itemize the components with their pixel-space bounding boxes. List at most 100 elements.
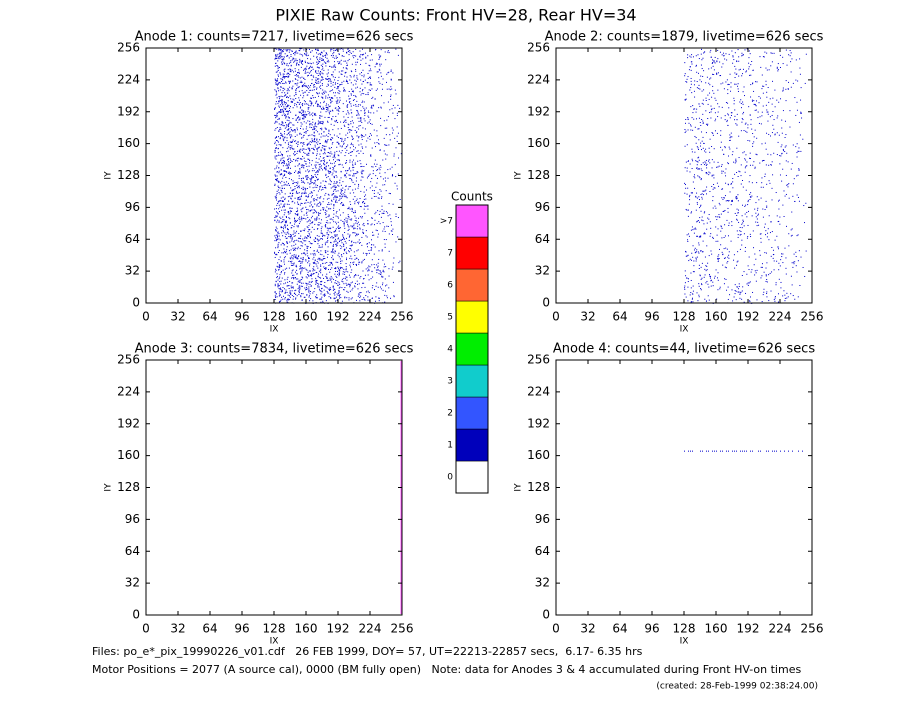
count-pixel: [336, 244, 337, 245]
count-pixel: [394, 153, 395, 154]
count-pixel: [326, 111, 327, 112]
count-pixel: [335, 301, 336, 302]
count-pixel: [395, 49, 396, 50]
count-pixel: [324, 55, 325, 56]
count-pixel: [308, 107, 309, 108]
count-pixel: [746, 165, 747, 166]
count-pixel: [684, 289, 685, 290]
count-pixel: [297, 248, 298, 249]
count-pixel: [733, 56, 734, 57]
count-pixel: [334, 289, 335, 290]
count-pixel: [288, 123, 289, 124]
count-pixel: [278, 56, 279, 57]
count-pixel: [305, 71, 306, 72]
count-pixel: [319, 189, 320, 190]
count-pixel: [290, 238, 291, 239]
count-pixel: [327, 109, 328, 110]
count-pixel: [315, 166, 316, 167]
count-pixel: [707, 218, 708, 219]
count-pixel: [358, 293, 359, 294]
count-pixel: [317, 141, 318, 142]
count-pixel: [730, 137, 731, 138]
count-pixel: [757, 270, 758, 271]
count-pixel: [310, 97, 311, 98]
count-pixel: [321, 259, 322, 260]
count-pixel: [705, 274, 706, 275]
count-pixel: [319, 258, 320, 259]
count-pixel: [348, 153, 349, 154]
count-pixel: [294, 141, 295, 142]
count-pixel: [730, 86, 731, 87]
count-pixel: [274, 123, 275, 124]
count-pixel: [339, 61, 340, 62]
count-pixel: [761, 123, 762, 124]
count-pixel: [338, 255, 339, 256]
count-pixel: [310, 63, 311, 64]
count-pixel: [740, 231, 741, 232]
count-pixel: [364, 300, 365, 301]
count-pixel: [296, 74, 297, 75]
count-pixel: [296, 231, 297, 232]
count-pixel: [716, 61, 717, 62]
count-pixel: [279, 82, 280, 83]
count-pixel: [702, 141, 703, 142]
count-pixel: [331, 83, 332, 84]
count-pixel: [313, 77, 314, 78]
count-pixel: [307, 75, 308, 76]
count-pixel: [371, 166, 372, 167]
count-pixel: [310, 193, 311, 194]
count-pixel: [707, 118, 708, 119]
count-pixel: [687, 54, 688, 55]
count-pixel: [275, 128, 276, 129]
count-pixel: [298, 158, 299, 159]
count-pixel: [326, 135, 327, 136]
count-pixel: [332, 129, 333, 130]
count-pixel: [343, 103, 344, 104]
count-pixel: [766, 92, 767, 93]
count-pixel: [694, 91, 695, 92]
count-pixel: [706, 124, 707, 125]
count-pixel: [349, 169, 350, 170]
count-pixel: [290, 145, 291, 146]
count-pixel: [359, 283, 360, 284]
count-pixel: [706, 270, 707, 271]
count-pixel: [300, 295, 301, 296]
count-pixel: [355, 71, 356, 72]
count-pixel: [335, 77, 336, 78]
count-pixel: [391, 70, 392, 71]
count-pixel: [288, 111, 289, 112]
count-pixel: [735, 123, 736, 124]
count-pixel: [733, 59, 734, 60]
count-pixel: [368, 269, 369, 270]
count-pixel: [315, 174, 316, 175]
y-tick-label: 256: [117, 41, 140, 55]
count-pixel: [388, 215, 389, 216]
count-pixel: [783, 110, 784, 111]
count-pixel: [328, 216, 329, 217]
count-pixel: [342, 181, 343, 182]
count-pixel: [322, 260, 323, 261]
count-pixel: [290, 193, 291, 194]
count-pixel: [315, 238, 316, 239]
count-pixel: [736, 84, 737, 85]
count-pixel: [728, 212, 729, 213]
count-pixel: [341, 141, 342, 142]
count-pixel: [342, 49, 343, 50]
count-pixel: [307, 139, 308, 140]
count-pixel: [789, 127, 790, 128]
count-pixel: [306, 212, 307, 213]
count-pixel: [296, 153, 297, 154]
count-pixel: [286, 163, 287, 164]
count-pixel: [314, 229, 315, 230]
count-pixel: [380, 273, 381, 274]
count-pixel: [309, 300, 310, 301]
count-pixel: [365, 112, 366, 113]
count-pixel: [321, 230, 322, 231]
count-pixel: [392, 175, 393, 176]
count-pixel: [389, 109, 390, 110]
count-pixel: [695, 127, 696, 128]
count-pixel: [287, 228, 288, 229]
count-pixel: [688, 161, 689, 162]
count-pixel: [306, 193, 307, 194]
count-pixel: [702, 121, 703, 122]
